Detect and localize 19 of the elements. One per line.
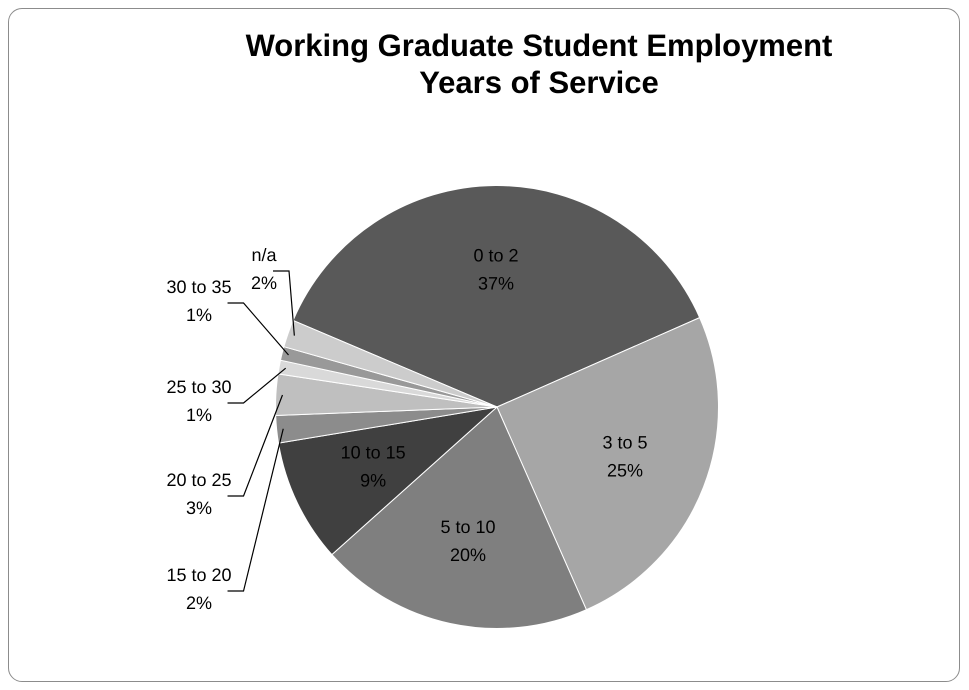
slice-label: 0 to 2 bbox=[474, 246, 519, 266]
slice-label: 15 to 20 bbox=[166, 564, 232, 585]
chart-title: Working Graduate Student Employment Years of Service bbox=[244, 27, 834, 101]
slice-label: 10 to 15 bbox=[340, 442, 406, 462]
data-label: 9% bbox=[360, 470, 386, 490]
slice-label: 25 to 30 bbox=[166, 376, 232, 397]
data-label: 1% bbox=[186, 304, 212, 325]
data-label: 25% bbox=[607, 460, 644, 481]
slice-label: n/a bbox=[251, 244, 278, 265]
data-label: 37% bbox=[478, 274, 514, 294]
data-label: 20% bbox=[450, 545, 486, 566]
data-label: 2% bbox=[186, 592, 212, 613]
slice-label: 3 to 5 bbox=[602, 432, 648, 453]
slice-label: 30 to 35 bbox=[166, 276, 232, 297]
slice-label: 5 to 10 bbox=[440, 517, 496, 538]
data-label: 3% bbox=[186, 498, 212, 518]
slice-label: 20 to 25 bbox=[166, 470, 232, 490]
data-label: 1% bbox=[186, 404, 212, 425]
data-label: 2% bbox=[250, 272, 278, 293]
